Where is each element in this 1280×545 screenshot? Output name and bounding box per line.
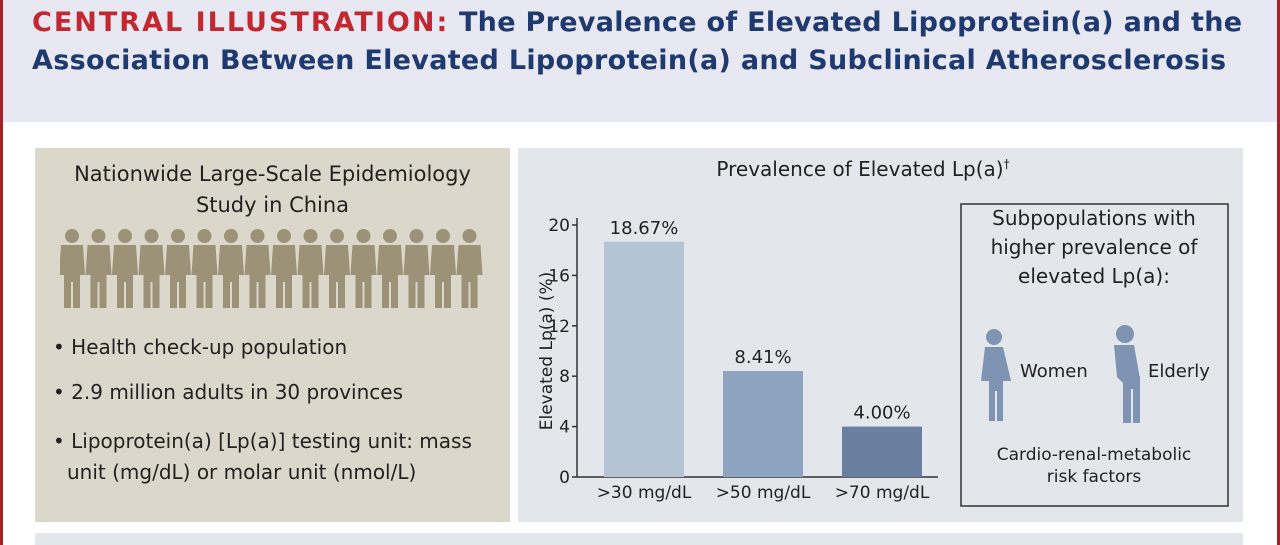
group-label: Elderly (1148, 361, 1210, 382)
value-label: 4.00% (853, 403, 910, 424)
elderly-icon (1114, 325, 1140, 423)
person-head (303, 229, 318, 243)
person-icon (456, 229, 483, 308)
people-icons (60, 229, 483, 308)
value-label: 8.41% (734, 347, 791, 368)
panel-title: Study in China (195, 193, 350, 217)
box-heading: Subpopulations with (992, 206, 1196, 230)
y-axis-label: Elevated Lp(a) (%) (537, 272, 557, 431)
x-tick-label: >30 mg/dL (597, 483, 692, 503)
chart-title: Prevalence of Elevated Lp(a)† (716, 157, 1009, 181)
left-panel: Nationwide Large-Scale Epidemiology Stud… (35, 148, 510, 522)
person-head (462, 229, 477, 243)
bullet: • 2.9 million adults in 30 provinces (53, 380, 404, 404)
bullet-text: Lipoprotein(a) [Lp(a)] testing unit: mas… (67, 429, 472, 484)
person-icon (112, 229, 138, 308)
person-body (403, 245, 430, 308)
bullet-text: Health check-up population (71, 335, 348, 359)
person-head (277, 229, 291, 243)
person-body (456, 245, 483, 308)
person-head (330, 229, 344, 243)
chart: Prevalence of Elevated Lp(a)† Elevated L… (537, 157, 1229, 507)
person-icon (377, 229, 403, 308)
y-tick-label: 16 (548, 266, 570, 286)
x-tick-label: >70 mg/dL (835, 483, 930, 503)
person-icon (138, 229, 165, 308)
title: CENTRAL ILLUSTRATION: The Prevalence of … (32, 4, 1247, 80)
x-tick-label: >50 mg/dL (716, 483, 811, 503)
person-icon (297, 229, 324, 308)
title-label: CENTRAL ILLUSTRATION: (32, 7, 450, 38)
person-head (356, 229, 371, 243)
person-body (271, 245, 297, 308)
person-head (383, 229, 397, 243)
box-footer: risk factors (1047, 467, 1142, 487)
person-icon (271, 229, 297, 308)
chart-panel: Prevalence of Elevated Lp(a)† Elevated L… (518, 148, 1243, 522)
person-head (118, 229, 132, 243)
person-body (350, 245, 377, 308)
y-tick-label: 12 (548, 317, 570, 337)
header (3, 0, 1277, 122)
person-head (144, 229, 159, 243)
bottom-panel (35, 533, 1243, 545)
value-label: 18.67% (610, 218, 679, 239)
bullet-text: 2.9 million adults in 30 provinces (71, 380, 404, 404)
person-body (60, 245, 85, 308)
person-body (138, 245, 165, 308)
y-tick-label: 20 (548, 216, 570, 236)
person-head (171, 229, 185, 243)
person-head (65, 229, 79, 243)
person-icon (350, 229, 377, 308)
y-tick-label: 4 (559, 418, 570, 438)
person-icon (430, 229, 456, 308)
person-body (377, 245, 403, 308)
person-body (430, 245, 456, 308)
panel-title: Nationwide Large-Scale Epidemiology (74, 162, 471, 186)
person-icon (85, 229, 112, 308)
person-body (165, 245, 191, 308)
person-body (218, 245, 244, 308)
person-head (224, 229, 238, 243)
y-tick-label: 0 (559, 468, 570, 488)
box-heading: higher prevalence of (991, 235, 1199, 259)
group-label: Women (1020, 361, 1088, 382)
box-heading: elevated Lp(a): (1018, 264, 1170, 288)
box-footer: Cardio-renal-metabolic (997, 445, 1192, 465)
subpopulation-box (960, 203, 1229, 507)
person-body (191, 245, 218, 308)
bar (604, 241, 684, 477)
person-body (297, 245, 324, 308)
bar (842, 426, 922, 477)
bullet: • Health check-up population (53, 335, 348, 359)
person-icon (191, 229, 218, 308)
person-body (324, 245, 350, 308)
chart-title-text: Prevalence of Elevated Lp(a) (716, 157, 1003, 181)
person-icon (218, 229, 244, 308)
title-text: The Prevalence of Elevated Lipoprotein(a… (32, 7, 1243, 76)
bar (723, 371, 803, 477)
person-head (91, 229, 106, 243)
person-icon (324, 229, 350, 308)
chart-title-note: † (1004, 157, 1010, 171)
person-head (197, 229, 212, 243)
women-icon (981, 329, 1011, 421)
person-body (244, 245, 271, 308)
person-head (409, 229, 424, 243)
person-icon (60, 229, 85, 308)
bullet: • Lipoprotein(a) [Lp(a)] testing unit: m… (53, 429, 472, 484)
person-body (112, 245, 138, 308)
person-icon (165, 229, 191, 308)
person-icon (403, 229, 430, 308)
person-icon (244, 229, 271, 308)
person-head (250, 229, 265, 243)
y-tick-label: 8 (559, 367, 570, 387)
person-body (85, 245, 112, 308)
person-head (436, 229, 450, 243)
